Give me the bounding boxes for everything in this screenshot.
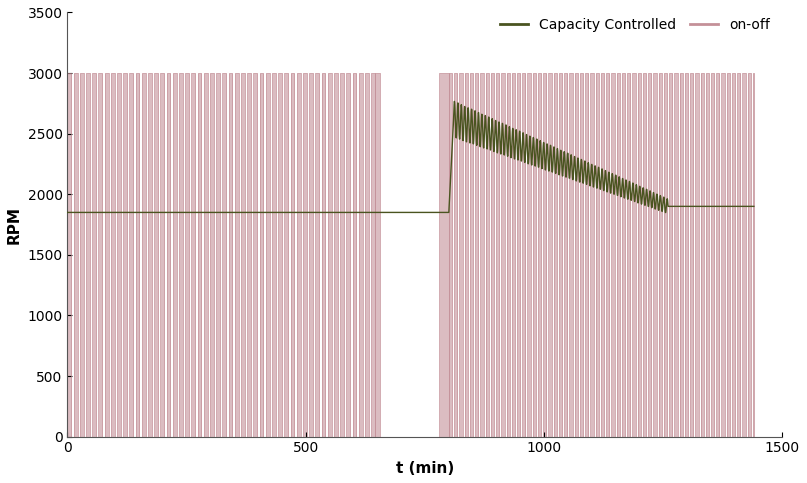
Legend: Capacity Controlled, on-off: Capacity Controlled, on-off: [495, 13, 776, 38]
Y-axis label: RPM: RPM: [7, 206, 22, 243]
X-axis label: t (min): t (min): [396, 461, 454, 476]
